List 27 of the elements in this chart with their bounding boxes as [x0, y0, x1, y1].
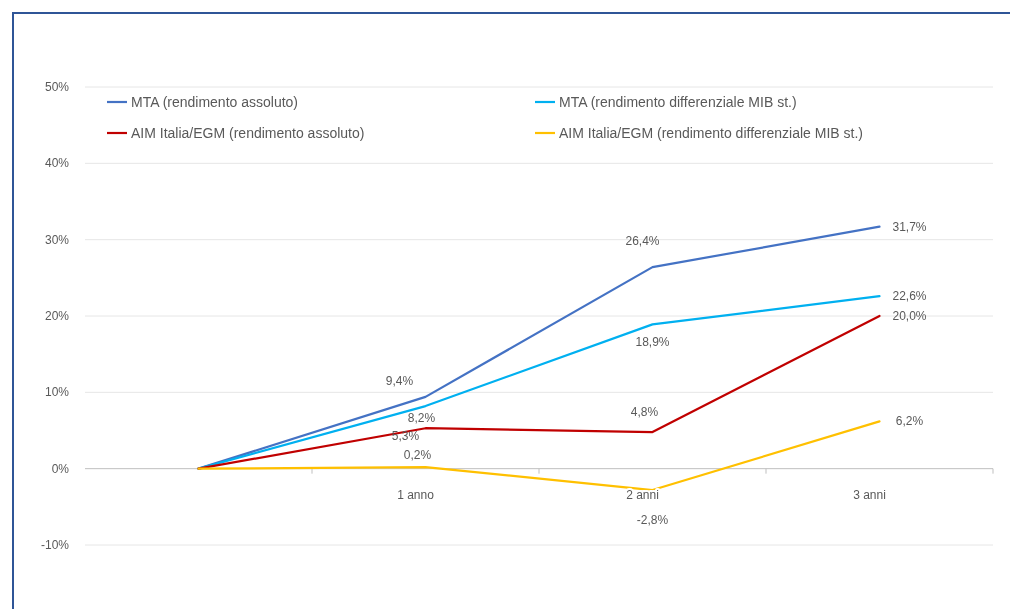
x-tick-label: 3 anni: [853, 487, 886, 502]
data-label: 26,4%: [625, 234, 660, 249]
data-label: 9,4%: [385, 373, 414, 388]
y-tick-label: -10%: [40, 538, 70, 552]
y-tick-label: 30%: [44, 232, 70, 247]
y-tick-label: 40%: [44, 156, 70, 171]
legend-label: MTA (rendimento differenziale MIB st.): [559, 94, 797, 110]
data-label: -2,8%: [636, 513, 669, 528]
y-tick-label: 0%: [51, 461, 70, 476]
line-series: [197, 225, 881, 470]
data-label: 8,2%: [407, 411, 436, 426]
y-tick-label: 50%: [44, 80, 70, 94]
y-tick-label: 10%: [44, 385, 70, 400]
data-label: 0,2%: [403, 448, 432, 463]
data-label: 5,3%: [391, 429, 420, 444]
data-label: 20,0%: [892, 309, 927, 323]
legend-label: AIM Italia/EGM (rendimento differenziale MIB st.): [559, 125, 863, 141]
x-tick-label: 1 anno: [397, 487, 435, 502]
data-label: 31,7%: [892, 219, 927, 234]
data-label: 22,6%: [892, 289, 927, 304]
data-label: 6,2%: [895, 414, 924, 429]
x-tick-label: 2 anni: [626, 487, 659, 502]
y-tick-label: 20%: [44, 309, 70, 323]
data-label: 4,8%: [630, 405, 659, 420]
legend-label: MTA (rendimento assoluto): [131, 94, 299, 110]
legend-label: AIM Italia/EGM (rendimento assoluto): [131, 125, 365, 141]
data-label: 18,9%: [635, 335, 670, 350]
